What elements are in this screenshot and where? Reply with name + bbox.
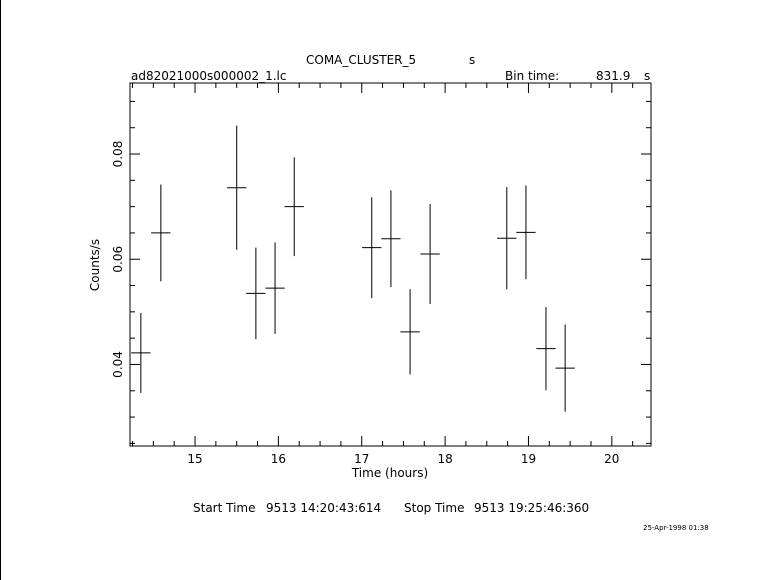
data-point — [246, 247, 266, 340]
data-point — [151, 184, 171, 282]
chart-title-unit: s — [469, 53, 476, 67]
x-tick-label: 16 — [271, 452, 286, 466]
x-tick-label: 15 — [187, 452, 202, 466]
chart-title: COMA_CLUSTER_5 — [306, 53, 417, 67]
data-point — [284, 157, 304, 257]
bin-time-label: Bin time: — [505, 69, 560, 83]
data-points — [131, 125, 575, 412]
plot-frame — [129, 82, 652, 447]
plot-date: 25-Apr-1998 01:38 — [643, 524, 709, 532]
data-point — [400, 289, 420, 375]
stop-time-value: 9513 19:25:46:360 — [474, 501, 590, 515]
y-tick-label: 0.04 — [111, 351, 125, 378]
start-time-label: Start Time — [193, 501, 256, 515]
file-name: ad82021000s000002_1.lc — [131, 69, 287, 83]
data-point — [362, 197, 382, 299]
y-tick-label: 0.08 — [111, 141, 125, 168]
data-point — [420, 204, 440, 304]
data-point — [516, 185, 536, 280]
data-point — [265, 242, 285, 334]
bin-time-unit: s — [644, 69, 651, 83]
y-tick-label: 0.06 — [111, 246, 125, 273]
start-time-value: 9513 14:20:43:614 — [266, 501, 382, 515]
y-axis-label: Counts/s — [88, 239, 102, 291]
bin-time-value: 831.9 — [596, 69, 631, 83]
x-axis-label: Time (hours) — [351, 466, 428, 480]
x-tick-label: 20 — [604, 452, 619, 466]
data-point — [227, 125, 247, 250]
x-tick-label: 17 — [354, 452, 369, 466]
data-point — [536, 307, 556, 391]
data-point — [497, 187, 517, 290]
stop-time-label: Stop Time — [404, 501, 465, 515]
data-point — [555, 324, 575, 412]
x-tick-label: 19 — [521, 452, 536, 466]
window-border — [0, 0, 1, 580]
data-point — [381, 190, 401, 288]
x-tick-label: 18 — [437, 452, 452, 466]
axis-ticks: 15 16 17 18 19 20 0.04 0.06 0.08 — [111, 83, 651, 466]
data-point — [131, 312, 151, 393]
